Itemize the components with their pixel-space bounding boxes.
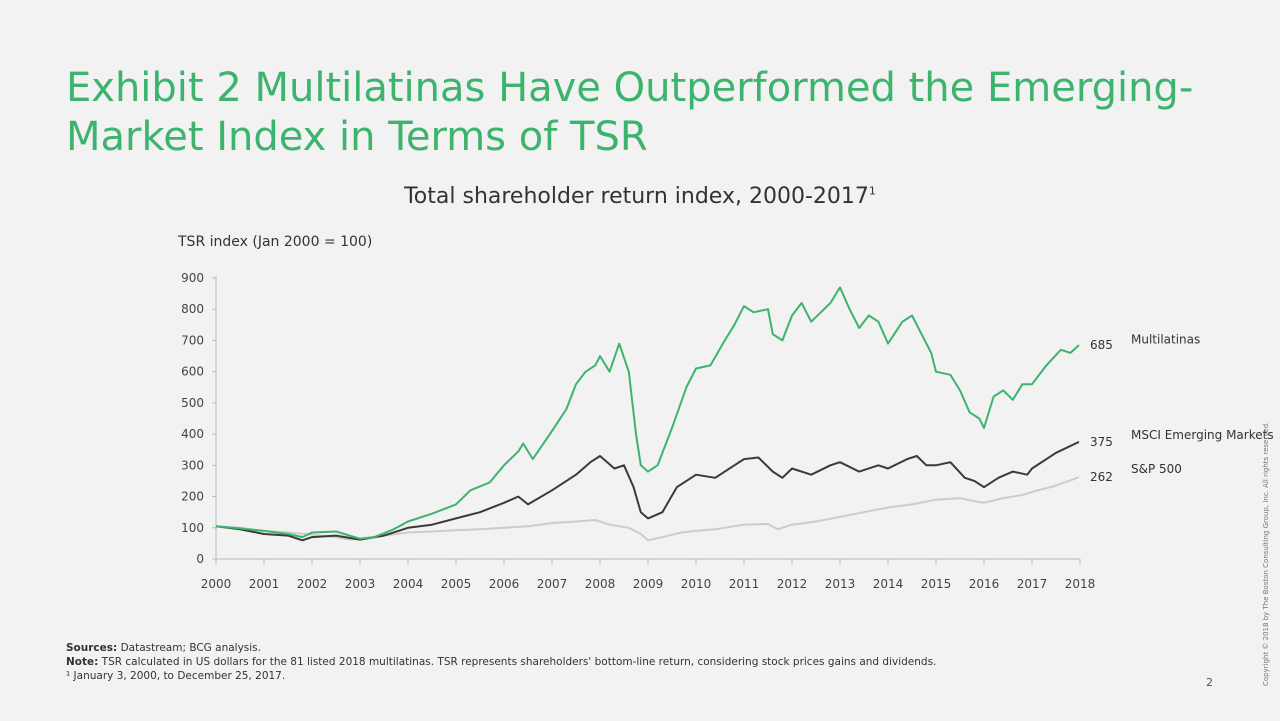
x-tick-label: 2012 [777,577,808,591]
x-tick-label: 2009 [633,577,664,591]
x-tick-label: 2011 [729,577,760,591]
x-tick-label: 2008 [585,577,616,591]
y-tick-label: 900 [181,271,204,285]
y-tick-label: 300 [181,458,204,472]
x-tick-label: 2014 [873,577,904,591]
x-tick-label: 2010 [681,577,712,591]
series-line-2 [215,476,1080,542]
y-axis-label: TSR index (Jan 2000 = 100) [178,234,373,250]
series-line-1 [215,440,1080,542]
x-tick-label: 2013 [825,577,856,591]
series-name-label: Multilatinas [1131,333,1200,347]
x-tick-label: 2007 [537,577,568,591]
footer-notes: Sources: Datastream; BCG analysis. Note:… [66,641,936,683]
series-end-value: 375 [1090,435,1113,449]
x-tick-label: 2001 [249,577,280,591]
subtitle-text: Total shareholder return index, 2000-201… [404,184,869,209]
sources-line: Sources: Datastream; BCG analysis. [66,641,936,655]
series-name-label: S&P 500 [1131,462,1182,476]
x-tick-label: 2015 [921,577,952,591]
chart-subtitle: Total shareholder return index, 2000-201… [0,184,1280,209]
x-tick-label: 2005 [441,577,472,591]
footnote-line: ¹ January 3, 2000, to December 25, 2017. [66,670,286,682]
series-name-label: MSCI Emerging Markets [1131,428,1274,442]
x-tick-label: 2006 [489,577,520,591]
x-tick-label: 2003 [345,577,376,591]
y-tick-label: 500 [181,396,204,410]
y-tick-label: 200 [181,490,204,504]
y-tick-label: 100 [181,521,204,535]
y-tick-label: 0 [196,552,204,566]
page-number: 2 [1206,676,1213,689]
y-tick-label: 400 [181,427,204,441]
x-tick-label: 2000 [201,577,232,591]
chart-title: Exhibit 2 Multilatinas Have Outperformed… [66,65,1194,160]
y-tick-label: 800 [181,302,204,316]
sources-text: Datastream; BCG analysis. [117,642,261,654]
x-tick-label: 2016 [969,577,1000,591]
y-tick-label: 700 [181,333,204,347]
x-tick-label: 2017 [1017,577,1048,591]
sources-label: Sources: [66,642,118,654]
subtitle-footnote-mark: 1 [868,184,876,198]
note-text: TSR calculated in US dollars for the 81 … [98,656,937,668]
y-tick-label: 600 [181,365,204,379]
series-end-value: 262 [1090,470,1113,484]
note-label: Note: [66,656,99,668]
x-tick-label: 2002 [297,577,328,591]
series-line-0 [215,286,1080,540]
series-end-value: 685 [1090,338,1113,352]
x-tick-label: 2018 [1065,577,1096,591]
note-line: Note: TSR calculated in US dollars for t… [66,655,936,669]
copyright-notice: Copyright © 2018 by The Boston Consultin… [1262,421,1270,686]
x-tick-label: 2004 [393,577,424,591]
